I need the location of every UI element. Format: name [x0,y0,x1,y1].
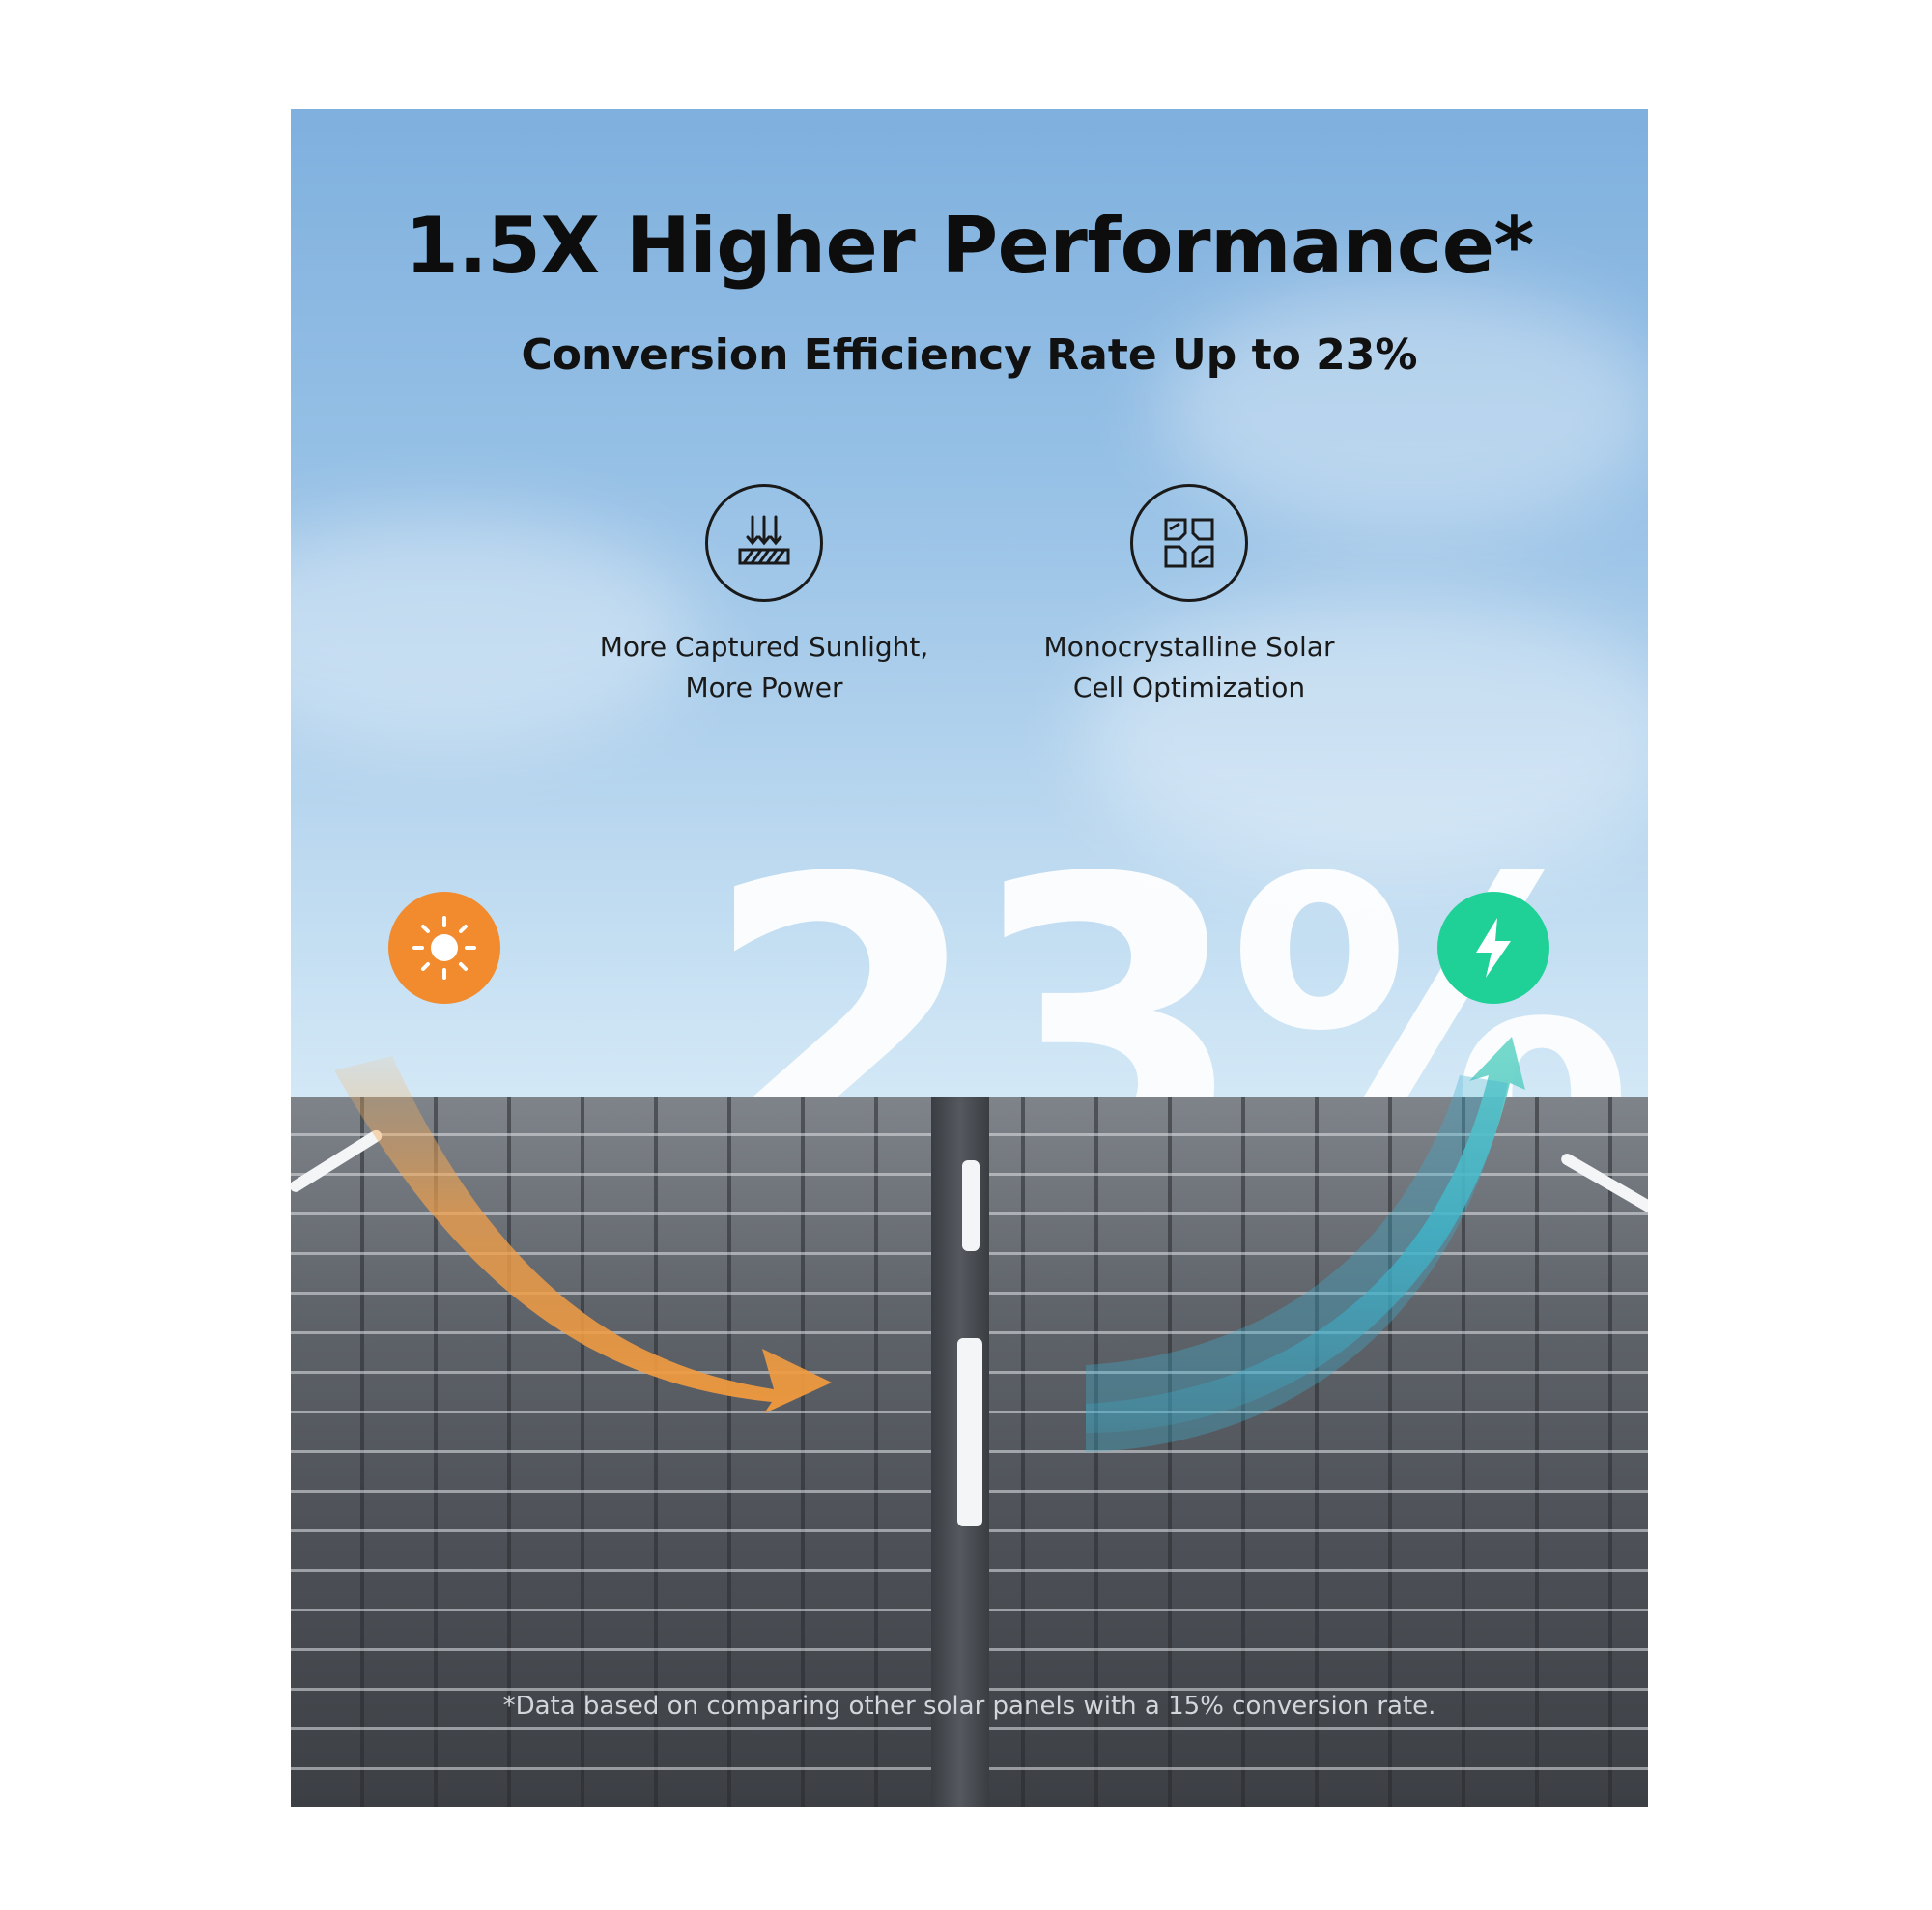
feature-label-line: Cell Optimization [1072,671,1306,703]
sun-badge [388,892,500,1004]
footnote: *Data based on comparing other solar pan… [502,1692,1436,1721]
feature-label-line: More Captured Sunlight, [599,631,929,663]
power-badge [1437,892,1549,1004]
panel-hinge-slot [962,1160,980,1251]
lightning-bolt-icon [1476,918,1511,978]
subheadline: Conversion Efficiency Rate Up to 23% [521,330,1418,380]
solar-cell-grid-icon [1130,484,1248,602]
sun-icon [412,916,476,980]
cloud [291,515,696,747]
feature-monocrystalline-cell: Monocrystalline Solar Cell Optimization [1006,484,1373,708]
sunlight-capture-icon [705,484,823,602]
feature-label-line: Monocrystalline Solar [1043,631,1335,663]
headline: 1.5X Higher Performance* [405,201,1534,291]
feature-captured-sunlight: More Captured Sunlight, More Power [581,484,948,708]
cloud [1083,592,1648,882]
feature-label-line: More Power [685,671,843,703]
product-banner: 1.5X Higher Performance* Conversion Effi… [291,109,1648,1807]
cloud [1160,283,1648,534]
panel-hinge-slot [957,1338,982,1526]
